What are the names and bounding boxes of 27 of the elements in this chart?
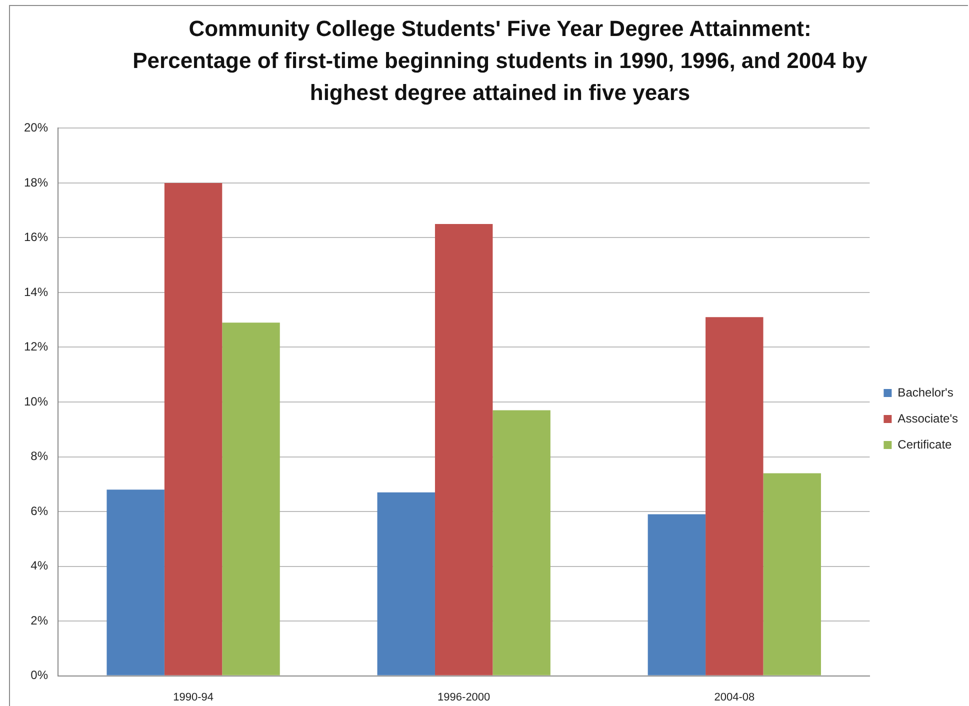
bar (434, 224, 493, 676)
y-tick-label: 2% (30, 613, 48, 628)
legend-label: Associate's (898, 411, 958, 426)
y-tick-label: 18% (24, 175, 48, 190)
x-tick-label: 1990-94 (173, 691, 214, 704)
bar (706, 317, 764, 676)
y-tick-label: 8% (30, 449, 48, 464)
y-tick-label: 14% (24, 284, 48, 299)
legend-label: Bachelor's (898, 385, 954, 400)
bar (106, 490, 164, 676)
chart-title: Community College Students' Five Year Degree Attainment: Percentage of first-time beginning students in 1990, 1996, and 2004 by highest degree attained in five years (132, 15, 868, 107)
y-tick-label: 0% (30, 668, 48, 682)
x-tick-label: 1996-2000 (438, 691, 490, 704)
bar (377, 492, 435, 676)
y-tick-label: 10% (24, 394, 48, 408)
bar (492, 410, 550, 676)
legend-label: Certificate (898, 437, 952, 452)
y-tick-label: 16% (24, 230, 48, 244)
y-tick-label: 12% (24, 340, 48, 354)
bar (222, 322, 280, 676)
bar (648, 514, 706, 676)
y-tick-label: 4% (30, 558, 48, 573)
bar (763, 473, 821, 676)
y-tick-label: 6% (30, 504, 48, 518)
bar (164, 182, 222, 676)
x-tick-label: 2004-08 (714, 691, 755, 704)
y-tick-label: 20% (24, 120, 48, 135)
